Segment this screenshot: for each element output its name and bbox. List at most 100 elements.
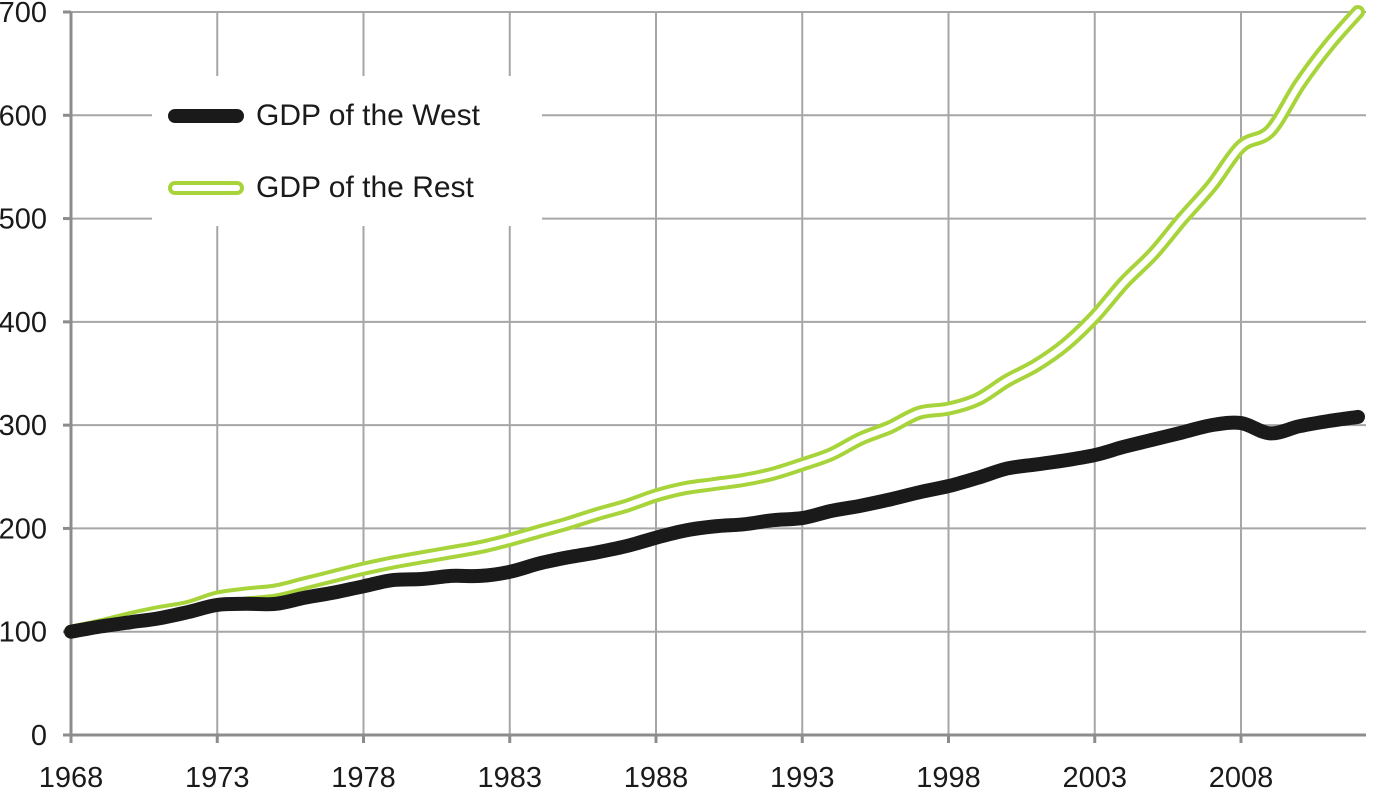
series-lines	[64, 5, 1365, 639]
data-point-west-1994	[829, 508, 835, 514]
data-point-west-1990	[712, 523, 718, 529]
y-tick-label-700: 700	[0, 0, 47, 29]
data-point-west-1978	[361, 583, 367, 589]
data-point-west-1972	[185, 609, 191, 615]
data-point-rest-1991	[741, 477, 747, 483]
data-point-rest-1995	[858, 436, 864, 442]
data-point-west-1986	[595, 549, 601, 555]
data-point-west-1997	[916, 489, 922, 495]
data-point-west-2011	[1326, 418, 1332, 424]
y-tick-label-0: 0	[31, 720, 47, 752]
data-point-west-1999	[975, 475, 981, 481]
series-west	[64, 409, 1365, 639]
data-point-west-2000	[1004, 466, 1010, 472]
legend: GDP of the West GDP of the Rest	[152, 76, 542, 226]
data-point-rest-2004	[1121, 280, 1127, 286]
data-point-west-2002	[1063, 457, 1069, 463]
data-point-west-1985	[565, 554, 571, 560]
y-tick-label-400: 400	[0, 307, 47, 339]
data-point-rest-1998	[946, 406, 952, 412]
data-point-west-2006	[1180, 429, 1186, 435]
legend-label-rest: GDP of the Rest	[256, 171, 475, 204]
data-point-rest-1981	[448, 549, 454, 555]
data-point-west-1983	[507, 569, 513, 575]
data-point-rest-1988	[653, 492, 659, 498]
data-point-rest-1994	[829, 451, 835, 457]
data-point-west-1991	[741, 521, 747, 527]
x-tick-label-1988: 1988	[624, 762, 689, 794]
data-point-west-1995	[858, 503, 864, 509]
axes	[63, 10, 1366, 743]
data-point-rest-1996	[887, 424, 893, 430]
data-point-west-1982	[478, 573, 484, 579]
data-point-rest-1993	[799, 461, 805, 467]
data-point-rest-1974	[244, 591, 250, 597]
y-tick-label-200: 200	[0, 513, 47, 545]
data-point-rest-2005	[1150, 251, 1156, 257]
data-point-west-1974	[244, 601, 250, 607]
data-point-rest-2007	[1209, 183, 1215, 189]
x-tick-label-1978: 1978	[331, 762, 396, 794]
data-point-west-1968	[68, 629, 74, 635]
y-tick-label-100: 100	[0, 617, 47, 649]
data-point-rest-1985	[565, 520, 571, 526]
x-tick-label-1983: 1983	[477, 762, 542, 794]
legend-item-rest: GDP of the Rest	[168, 171, 475, 204]
data-point-rest-2011	[1326, 42, 1332, 48]
data-point-west-1971	[156, 615, 162, 621]
series-rest	[64, 5, 1365, 639]
data-point-west-2001	[1033, 461, 1039, 467]
data-point-rest-1987	[624, 503, 630, 509]
data-point-west-2004	[1121, 444, 1127, 450]
data-point-rest-2010	[1297, 81, 1303, 87]
data-point-west-2008	[1238, 420, 1244, 426]
data-point-rest-1992	[770, 471, 776, 477]
data-point-rest-1989	[682, 485, 688, 491]
data-point-rest-2002	[1063, 342, 1069, 348]
data-point-rest-1979	[390, 560, 396, 566]
data-point-west-1969	[97, 624, 103, 630]
data-point-rest-1997	[916, 410, 922, 416]
data-point-west-1989	[682, 528, 688, 534]
data-point-rest-1978	[361, 566, 367, 572]
data-point-west-1988	[653, 535, 659, 541]
x-tick-label-1968: 1968	[39, 762, 104, 794]
data-point-west-1979	[390, 577, 396, 583]
legend-item-west: GDP of the West	[168, 99, 481, 132]
data-point-rest-1990	[712, 481, 718, 487]
data-point-west-1976	[302, 595, 308, 601]
data-point-rest-2003	[1092, 314, 1098, 320]
x-tick-label-1973: 1973	[185, 762, 250, 794]
data-point-west-1970	[127, 619, 133, 625]
y-tick-label-300: 300	[0, 410, 47, 442]
data-point-west-1981	[448, 573, 454, 579]
data-point-west-1975	[273, 601, 279, 607]
data-point-rest-2000	[1004, 378, 1010, 384]
data-point-rest-1980	[419, 554, 425, 560]
legend-label-west: GDP of the West	[256, 99, 481, 132]
data-point-west-1984	[536, 561, 542, 567]
legend-background	[152, 76, 542, 226]
data-point-west-1973	[214, 602, 220, 608]
data-point-west-1980	[419, 576, 425, 582]
data-point-west-2012	[1355, 414, 1361, 420]
data-point-west-2010	[1297, 423, 1303, 429]
x-tick-label-2003: 2003	[1062, 762, 1127, 794]
data-point-rest-2008	[1238, 143, 1244, 149]
x-tick-label-2008: 2008	[1209, 762, 1274, 794]
data-point-west-1998	[946, 483, 952, 489]
x-tick-label-1998: 1998	[916, 762, 981, 794]
data-point-rest-2012	[1355, 9, 1361, 15]
data-point-west-2005	[1150, 437, 1156, 443]
data-point-rest-2006	[1180, 216, 1186, 222]
series-line-rest-inner	[68, 9, 1361, 635]
data-point-rest-1984	[536, 529, 542, 535]
data-point-rest-1986	[595, 511, 601, 517]
x-tick-label-1993: 1993	[770, 762, 835, 794]
data-point-rest-1999	[975, 396, 981, 402]
data-point-rest-1975	[273, 587, 279, 593]
series-line-west	[64, 409, 1365, 639]
data-point-west-1987	[624, 543, 630, 549]
data-point-west-1977	[331, 590, 337, 596]
